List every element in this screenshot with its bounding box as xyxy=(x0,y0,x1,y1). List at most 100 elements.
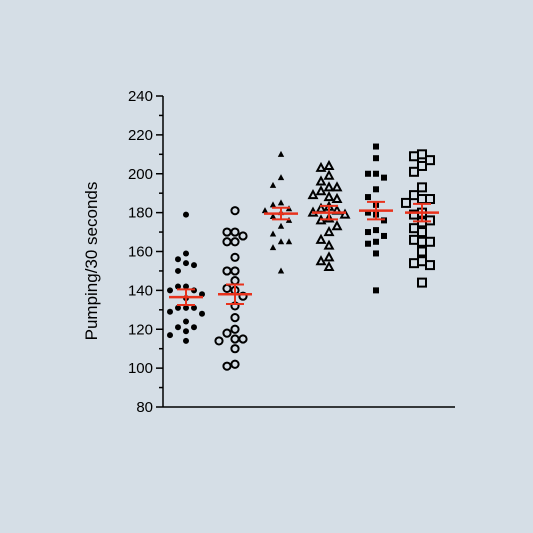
open-circle-point xyxy=(222,266,232,276)
y-axis-ticks: 80 100 120 140 160 180 200 220 240 xyxy=(128,88,163,416)
y-tick-label: 160 xyxy=(128,244,153,261)
open-circle-point xyxy=(214,336,224,346)
open-square-point xyxy=(417,246,427,257)
open-square-point xyxy=(417,182,427,193)
filled-circle-point xyxy=(175,283,181,290)
filled-square-point xyxy=(373,186,379,193)
open-triangle-point xyxy=(331,220,343,231)
y-tick-label: 120 xyxy=(128,321,153,338)
filled-circle-point xyxy=(183,304,189,311)
filled-square-point xyxy=(365,229,371,236)
open-circle-point xyxy=(230,359,240,369)
filled-circle-point xyxy=(175,324,181,331)
open-square-point xyxy=(409,258,419,269)
filled-triangle-point xyxy=(277,222,285,229)
open-triangle-point xyxy=(323,251,335,262)
filled-circle-point xyxy=(175,304,181,311)
filled-square-point xyxy=(373,227,379,234)
open-circle-point xyxy=(230,324,240,334)
y-tick-label: 220 xyxy=(128,127,153,144)
open-circle-point xyxy=(230,312,240,323)
open-triangle-point xyxy=(331,181,343,192)
open-triangle-point xyxy=(323,260,335,272)
filled-square-point xyxy=(373,238,379,245)
y-tick-label: 240 xyxy=(128,88,153,105)
open-triangle-point xyxy=(315,255,327,266)
filled-circle-point xyxy=(167,287,173,294)
filled-triangle-point xyxy=(277,150,285,157)
open-triangle-point xyxy=(315,185,327,196)
filled-circle-point xyxy=(183,328,189,335)
open-circle-point xyxy=(222,328,232,338)
filled-triangle-point xyxy=(269,230,277,237)
open-triangle-point xyxy=(323,212,335,223)
data-points xyxy=(167,143,435,371)
filled-square-point xyxy=(381,232,387,239)
open-square-point xyxy=(425,155,435,166)
y-tick-label: 80 xyxy=(136,399,153,416)
filled-triangle-point xyxy=(269,213,277,220)
open-square-point xyxy=(417,160,427,171)
open-triangle-point xyxy=(323,190,335,202)
filled-circle-point xyxy=(183,260,189,267)
filled-circle-point xyxy=(191,304,197,311)
filled-circle-point xyxy=(191,324,197,331)
open-circle-point xyxy=(222,237,232,247)
open-triangle-point xyxy=(323,181,335,192)
open-triangle-point xyxy=(315,233,327,244)
open-triangle-point xyxy=(323,159,335,170)
open-triangle-point xyxy=(323,169,335,180)
open-square-point xyxy=(425,236,435,247)
filled-circle-point xyxy=(167,308,173,315)
filled-square-point xyxy=(373,143,379,150)
open-circle-point xyxy=(222,227,232,237)
open-square-point xyxy=(417,227,427,238)
filled-triangle-point xyxy=(269,201,277,208)
y-tick-label: 200 xyxy=(128,166,153,183)
open-square-point xyxy=(401,197,411,208)
filled-square-point xyxy=(365,240,371,247)
filled-triangle-point xyxy=(277,199,285,206)
filled-square-point xyxy=(365,194,371,201)
open-triangle-point xyxy=(315,175,327,186)
open-triangle-point xyxy=(323,225,335,237)
open-triangle-point xyxy=(307,189,319,200)
y-tick-label: 140 xyxy=(128,282,153,299)
filled-square-point xyxy=(373,170,379,177)
open-circle-point xyxy=(230,252,240,262)
filled-square-point xyxy=(365,170,371,177)
filled-circle-point xyxy=(183,211,189,218)
y-tick-label: 180 xyxy=(128,205,153,222)
open-square-point xyxy=(425,260,435,271)
filled-circle-point xyxy=(199,310,205,317)
y-tick-label: 100 xyxy=(128,360,153,377)
open-circle-point xyxy=(238,291,248,301)
open-circle-point xyxy=(230,206,240,216)
filled-circle-point xyxy=(183,337,189,344)
open-circle-point xyxy=(238,334,248,344)
filled-triangle-point xyxy=(277,267,285,274)
open-triangle-point xyxy=(331,192,343,204)
filled-triangle-point xyxy=(285,238,293,245)
mean-sem-bars xyxy=(169,200,439,306)
open-circle-point xyxy=(222,361,232,371)
open-square-point xyxy=(409,151,419,162)
open-triangle-point xyxy=(315,161,327,172)
open-square-point xyxy=(417,277,427,288)
filled-triangle-point xyxy=(269,181,277,188)
filled-circle-point xyxy=(167,332,173,339)
filled-square-point xyxy=(365,209,371,216)
filled-square-point xyxy=(373,155,379,162)
open-triangle-point xyxy=(323,239,335,250)
filled-triangle-point xyxy=(261,207,269,214)
filled-circle-point xyxy=(183,318,189,325)
filled-circle-point xyxy=(183,283,189,290)
open-circle-point xyxy=(238,231,248,241)
filled-square-point xyxy=(381,174,387,181)
filled-triangle-point xyxy=(269,244,277,251)
filled-circle-point xyxy=(183,250,189,257)
open-square-point xyxy=(409,209,419,220)
filled-square-point xyxy=(373,250,379,257)
